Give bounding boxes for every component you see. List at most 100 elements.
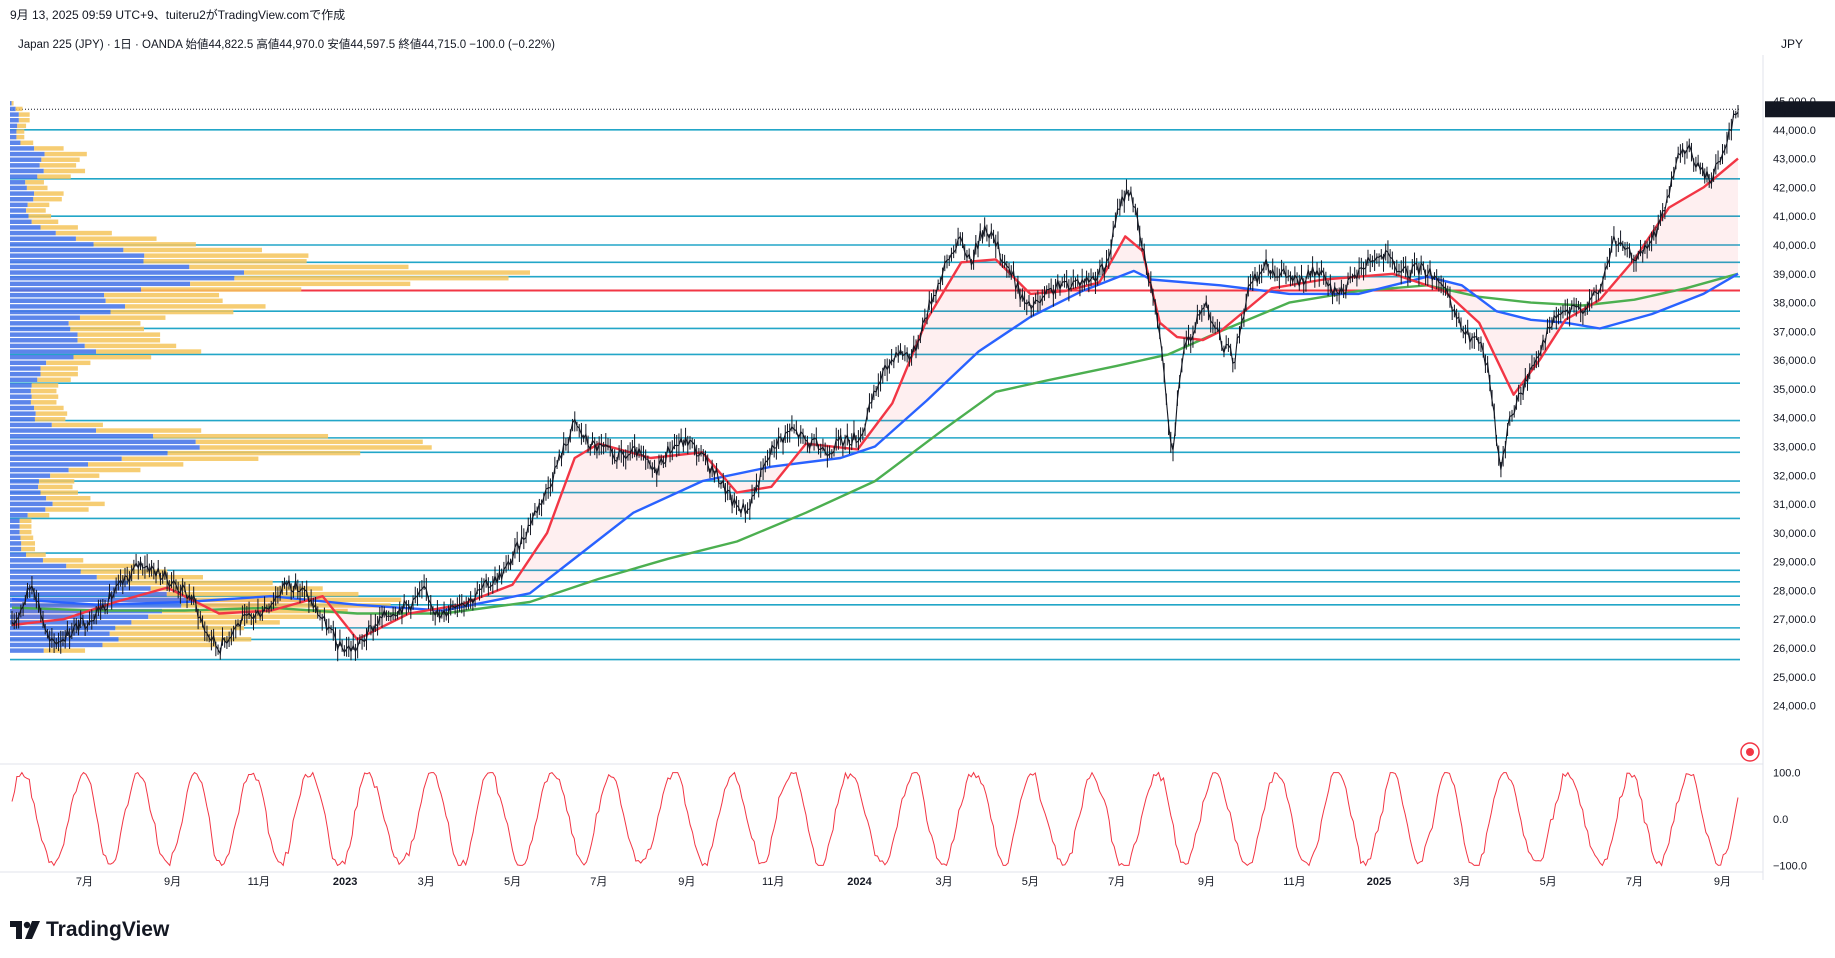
volume-profile-up-bar [10, 343, 85, 349]
volume-profile-down-bar [123, 247, 262, 253]
price-close-line [11, 111, 1739, 656]
price-tick-label: 43,000.0 [1773, 154, 1816, 166]
volume-profile-down-bar [66, 563, 136, 569]
volume-profile-down-bar [141, 287, 302, 292]
volume-profile-up-bar [10, 134, 17, 140]
trend-fill-layer [12, 158, 1738, 640]
volume-profile-down-bar [19, 529, 32, 535]
volume-profile-down-bar [25, 180, 44, 185]
price-tick-label: 37,000.0 [1773, 326, 1816, 338]
volume-profile-up-bar [10, 411, 36, 416]
price-tick-label: 42,000.0 [1773, 182, 1816, 194]
volume-profile-down-bar [21, 541, 36, 546]
volume-profile-up-bar [10, 400, 31, 405]
volume-profile-down-bar [45, 507, 89, 512]
volume-profile-up-bar [10, 388, 31, 394]
volume-profile-up-bar [10, 202, 28, 208]
symbol-legend[interactable]: Japan 225 (JPY) · 1日 · OANDA 始値44,822.5 … [18, 39, 555, 51]
volume-profile-down-bar [42, 558, 84, 563]
volume-profile-up-bar [10, 614, 149, 619]
volume-profile-up-bar [10, 123, 18, 129]
volume-profile-up-bar [10, 428, 97, 433]
oscillator-line [11, 771, 1739, 867]
volume-profile-up-bar [10, 298, 106, 303]
time-tick-label: 9月 [678, 876, 695, 888]
volume-profile-down-bar [41, 157, 80, 162]
volume-profile-down-bar [28, 213, 52, 219]
volume-profile-up-bar [10, 219, 32, 224]
volume-profile-up-bar [10, 552, 27, 557]
volume-profile-down-bar [34, 191, 64, 196]
volume-profile-down-bar [46, 496, 91, 501]
time-tick-label: 9月 [164, 876, 181, 888]
volume-profile-down-bar [34, 417, 66, 422]
price-tick-label: 26,000.0 [1773, 643, 1816, 655]
time-tick-label: 7月 [76, 876, 93, 888]
volume-profile-down-bar [131, 620, 280, 625]
volume-profile-up-bar [10, 304, 125, 309]
volume-profile-down-bar [21, 546, 36, 552]
volume-profile-up-bar [10, 433, 154, 439]
time-tick-label: 5月 [1022, 876, 1039, 888]
time-tick-label: 3月 [935, 876, 952, 888]
volume-profile-up-bar [10, 535, 21, 540]
volume-profile-up-bar [10, 529, 20, 535]
volume-profile-down-bar [20, 140, 34, 145]
volume-profile-up-bar [10, 394, 32, 399]
volume-profile-down-bar [55, 230, 112, 236]
volume-profile-up-bar [10, 445, 200, 450]
volume-profile-down-bar [35, 411, 68, 416]
price-tick-label: 41,000.0 [1773, 211, 1816, 223]
volume-profile-down-bar [19, 524, 32, 529]
volume-profile-down-bar [18, 117, 30, 123]
volume-profile-up-bar [10, 106, 16, 112]
volume-profile-up-bar [10, 462, 88, 467]
volume-profile-down-bar [80, 569, 168, 574]
chart-caption: 9月 13, 2025 09:59 UTC+9、tuiteru2がTrading… [10, 8, 346, 22]
volume-profile-up-bar [10, 129, 17, 134]
volume-profile-down-bar [16, 129, 25, 134]
volume-profile-down-bar [153, 433, 329, 439]
volume-profile-down-bar [75, 236, 157, 241]
volume-profile-down-bar [244, 270, 530, 275]
volume-profile-down-bar [70, 326, 145, 332]
volume-profile-down-bar [18, 112, 30, 117]
volume-profile-down-bar [43, 168, 86, 174]
volume-profile-up-bar [10, 422, 52, 428]
time-tick-label: 3月 [1453, 876, 1470, 888]
oscillator-tick-label: −100.0 [1773, 860, 1807, 872]
support-lines-layer [10, 108, 1740, 661]
volume-profile-up-bar [10, 631, 110, 636]
volume-profile-up-bar [10, 541, 22, 546]
volume-profile-down-bar [199, 445, 432, 450]
volume-profile-up-bar [10, 625, 116, 631]
volume-profile-down-bar [143, 259, 307, 264]
tradingview-logo[interactable]: TradingView [10, 918, 169, 942]
volume-profile-up-bar [10, 112, 19, 117]
volume-profile-up-bar [10, 236, 76, 241]
price-tick-label: 28,000.0 [1773, 585, 1816, 597]
volume-profile-down-bar [26, 552, 46, 557]
volume-profile-down-bar [68, 467, 141, 473]
volume-profile-up-bar [10, 185, 27, 191]
volume-profile-up-bar [10, 168, 44, 174]
volume-profile-up-bar [10, 146, 35, 151]
volume-profile-up-bar [10, 377, 38, 382]
volume-profile-up-bar [10, 479, 39, 484]
price-axis-layer: 24,000.0 25,000.0 26,000.0 27,000.0 28,000.0… [0, 37, 1835, 880]
volume-profile-up-bar [10, 151, 45, 157]
oscillator-tick-label: 0.0 [1773, 814, 1788, 826]
volume-profile-up-bar [10, 637, 119, 642]
volume-profile-down-bar [34, 405, 64, 411]
time-axis-layer: 7月 9月 11月 2023 3月 5月 7月 9月 11月 2024 3月 5月 7月 9月 11月 202… [76, 876, 1731, 888]
volume-profile-up-bar [10, 247, 124, 253]
volume-profile-up-bar [10, 349, 97, 354]
volume-profile-down-bar [118, 637, 252, 642]
volume-profile-up-bar [10, 496, 47, 501]
volume-profile-up-bar [10, 163, 40, 168]
volume-profile-down-bar [26, 208, 46, 213]
tradingview-logo-icon [10, 921, 40, 939]
volume-profile-up-bar [10, 467, 69, 473]
volume-profile-up-bar [10, 259, 144, 264]
